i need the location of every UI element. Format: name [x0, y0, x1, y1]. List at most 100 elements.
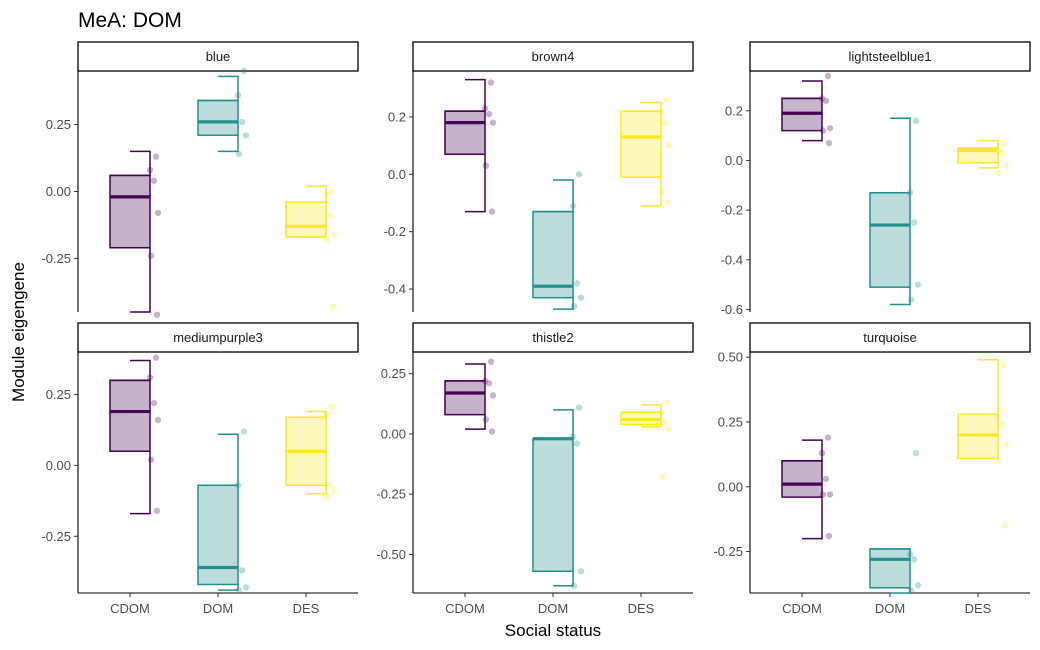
x-tick-label-thistle2: DES	[628, 601, 655, 616]
y-tick-label-blue: -0.25	[41, 251, 71, 266]
data-point-mediumpurple3-dom	[242, 584, 250, 591]
data-point-mediumpurple3-des	[322, 411, 330, 418]
box-iqr	[197, 484, 239, 586]
x-axis-label: Social status	[505, 621, 601, 640]
box-iqr	[781, 460, 823, 498]
box-mediumpurple3-cdom	[109, 359, 151, 515]
y-tick-label-mediumpurple3: 0.00	[46, 458, 71, 473]
box-upper-whisker	[110, 359, 151, 382]
facet-mediumpurple3: mediumpurple3 -0.25 0.00 0.25 CDOM DOM DES	[41, 322, 359, 616]
data-point-thistle2-cdom	[488, 428, 496, 435]
box-upper-whisker	[198, 75, 239, 102]
box-lower-whisker	[465, 154, 486, 213]
y-tick-label-brown4: 0.2	[388, 109, 406, 124]
y-axis-label: Module eigengene	[9, 262, 28, 402]
y-tick-label-mediumpurple3: 0.25	[46, 387, 71, 402]
data-point-thistle2-dom	[577, 568, 585, 575]
facet-blue: blue -0.25 0.00 0.25	[41, 41, 359, 318]
facet-label-thistle2: thistle2	[532, 330, 573, 345]
data-point-blue-cdom	[150, 177, 158, 184]
facet-label-mediumpurple3: mediumpurple3	[173, 330, 263, 345]
data-point-mediumpurple3-des	[328, 402, 336, 410]
box-turquoise-cdom	[781, 439, 823, 540]
data-point-mediumpurple3-des	[326, 482, 334, 489]
facet-label-lightsteelblue1: lightsteelblue1	[848, 49, 931, 64]
y-tick-label-turquoise: 0.50	[718, 350, 743, 365]
box-upper-whisker	[445, 78, 486, 112]
data-point-mediumpurple3-dom	[235, 586, 243, 594]
data-point-blue-dom	[240, 67, 248, 75]
data-point-mediumpurple3-dom	[234, 482, 242, 489]
data-point-turquoise-des	[1000, 361, 1008, 369]
data-point-mediumpurple3-cdom	[146, 374, 154, 381]
facet-lightsteelblue1: lightsteelblue1 -0.6 -0.4 -0.2 0.0 0.2	[721, 41, 1031, 317]
box-lightsteelblue1-cdom	[781, 80, 823, 142]
box-lower-whisker	[218, 135, 239, 153]
box-iqr	[109, 174, 151, 249]
data-point-lightsteelblue1-dom	[907, 296, 915, 303]
facet-strip-blue	[77, 41, 359, 72]
box-lower-whisker	[130, 247, 151, 313]
y-tick-label-thistle2: -0.25	[376, 487, 406, 502]
data-point-blue-cdom	[152, 153, 160, 160]
data-point-lightsteelblue1-dom	[914, 281, 922, 288]
facet-label-turquoise: turquoise	[863, 330, 916, 345]
box-turquoise-des	[957, 359, 999, 459]
data-point-lightsteelblue1-dom	[912, 117, 920, 124]
box-lower-whisker	[553, 571, 574, 587]
data-point-thistle2-cdom	[487, 358, 495, 365]
y-tick-label-turquoise: 0.00	[718, 479, 743, 494]
x-tick-label-turquoise: CDOM	[782, 601, 822, 616]
data-point-mediumpurple3-cdom	[152, 354, 160, 361]
data-point-mediumpurple3-des	[330, 487, 338, 495]
y-tick-label-lightsteelblue1: -0.4	[721, 252, 743, 267]
data-point-brown4-des	[665, 142, 673, 149]
box-iqr	[444, 110, 486, 155]
box-mediumpurple3-des	[285, 410, 327, 495]
facet-turquoise: turquoise -0.25 0.00 0.25 0.50 CDOM DOM DES	[713, 322, 1031, 616]
box-lower-whisker	[641, 177, 662, 207]
box-lower-whisker	[553, 297, 574, 310]
box-blue-dom	[197, 75, 239, 153]
data-point-mediumpurple3-cdom	[147, 456, 155, 463]
data-point-thistle2-des	[661, 418, 669, 426]
data-point-turquoise-cdom	[819, 491, 827, 498]
box-upper-whisker	[782, 80, 823, 100]
y-tick-label-lightsteelblue1: 0.0	[725, 153, 743, 168]
box-turquoise-dom	[869, 548, 911, 594]
y-tick-label-turquoise: 0.25	[718, 414, 743, 429]
data-point-lightsteelblue1-cdom	[824, 72, 832, 80]
y-tick-label-blue: 0.25	[46, 117, 71, 132]
data-point-brown4-cdom	[482, 162, 490, 169]
box-upper-whisker	[621, 404, 662, 413]
data-point-turquoise-dom	[914, 582, 922, 589]
y-tick-label-thistle2: 0.00	[381, 426, 406, 441]
box-lower-whisker	[130, 451, 151, 515]
facet-label-blue: blue	[206, 49, 231, 64]
box-brown4-dom	[532, 179, 574, 310]
box-blue-des	[285, 185, 327, 238]
box-upper-whisker	[110, 150, 151, 177]
facet-strip-brown4	[412, 41, 694, 72]
data-point-mediumpurple3-cdom	[154, 416, 162, 424]
data-point-lightsteelblue1-des	[994, 147, 1002, 154]
facet-label-brown4: brown4	[532, 49, 575, 64]
box-lower-whisker	[218, 584, 239, 591]
box-upper-whisker	[870, 117, 911, 194]
data-point-brown4-cdom	[485, 110, 493, 118]
box-iqr	[869, 548, 911, 589]
data-point-brown4-dom	[577, 294, 585, 301]
data-point-turquoise-dom	[907, 587, 915, 594]
data-point-blue-des	[328, 188, 336, 195]
data-point-blue-dom	[242, 132, 250, 139]
data-point-turquoise-des	[998, 421, 1006, 428]
data-point-thistle2-dom	[573, 440, 581, 447]
data-point-turquoise-cdom	[822, 475, 830, 483]
x-tick-label-thistle2: DOM	[538, 601, 568, 616]
data-point-brown4-cdom	[487, 79, 495, 86]
box-lightsteelblue1-des	[957, 139, 999, 169]
data-point-brown4-cdom	[488, 208, 496, 215]
data-point-brown4-des	[661, 119, 669, 126]
box-upper-whisker	[533, 179, 574, 213]
box-thistle2-cdom	[444, 363, 486, 430]
